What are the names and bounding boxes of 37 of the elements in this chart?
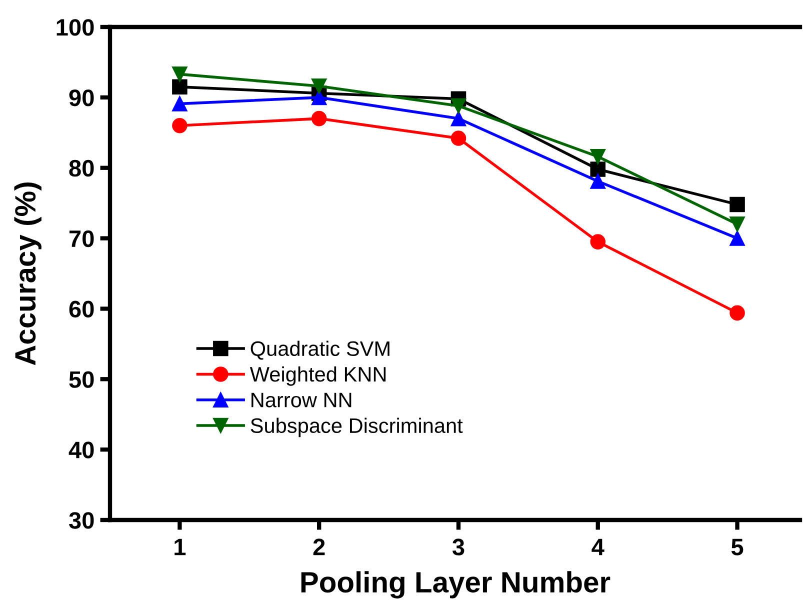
x-tick-label: 1 [174,538,186,556]
point [172,96,188,112]
point [590,148,606,164]
point [590,162,606,177]
y-tick-label: 60 [69,300,94,318]
x-axis-title: Pooling Layer Number [301,571,610,598]
point [311,78,327,94]
y-tick-label: 100 [56,19,94,36]
y-tick-label: 40 [68,442,94,458]
point [450,98,466,114]
y-tick-label: 90 [69,89,94,106]
point [590,234,606,250]
point [730,230,745,246]
legend-label: Narrow NN [252,392,352,408]
y-tick-label: 50 [69,371,94,388]
point [730,196,745,212]
point [311,110,327,126]
x-tick-label: 4 [592,538,604,556]
point [172,118,188,134]
point [311,90,327,106]
y-tick-label: 80 [69,160,94,177]
point [450,110,466,126]
y-axis-title: Accuracy (%) [14,182,42,366]
point [730,305,745,321]
point [450,130,466,146]
x-tick-label: 3 [452,538,464,556]
legend-label: Weighted KNN [250,366,386,386]
x-tick-label: 5 [731,538,744,556]
x-tick-label: 2 [313,538,325,556]
point [730,216,745,232]
point [590,174,606,189]
point [172,66,188,82]
legend-label: Subspace Discriminant [250,418,463,438]
y-tick-label: 30 [69,512,94,529]
point [172,79,188,95]
y-tick-label: 70 [69,230,94,248]
legend-label: Quadratic SVM [250,340,390,360]
